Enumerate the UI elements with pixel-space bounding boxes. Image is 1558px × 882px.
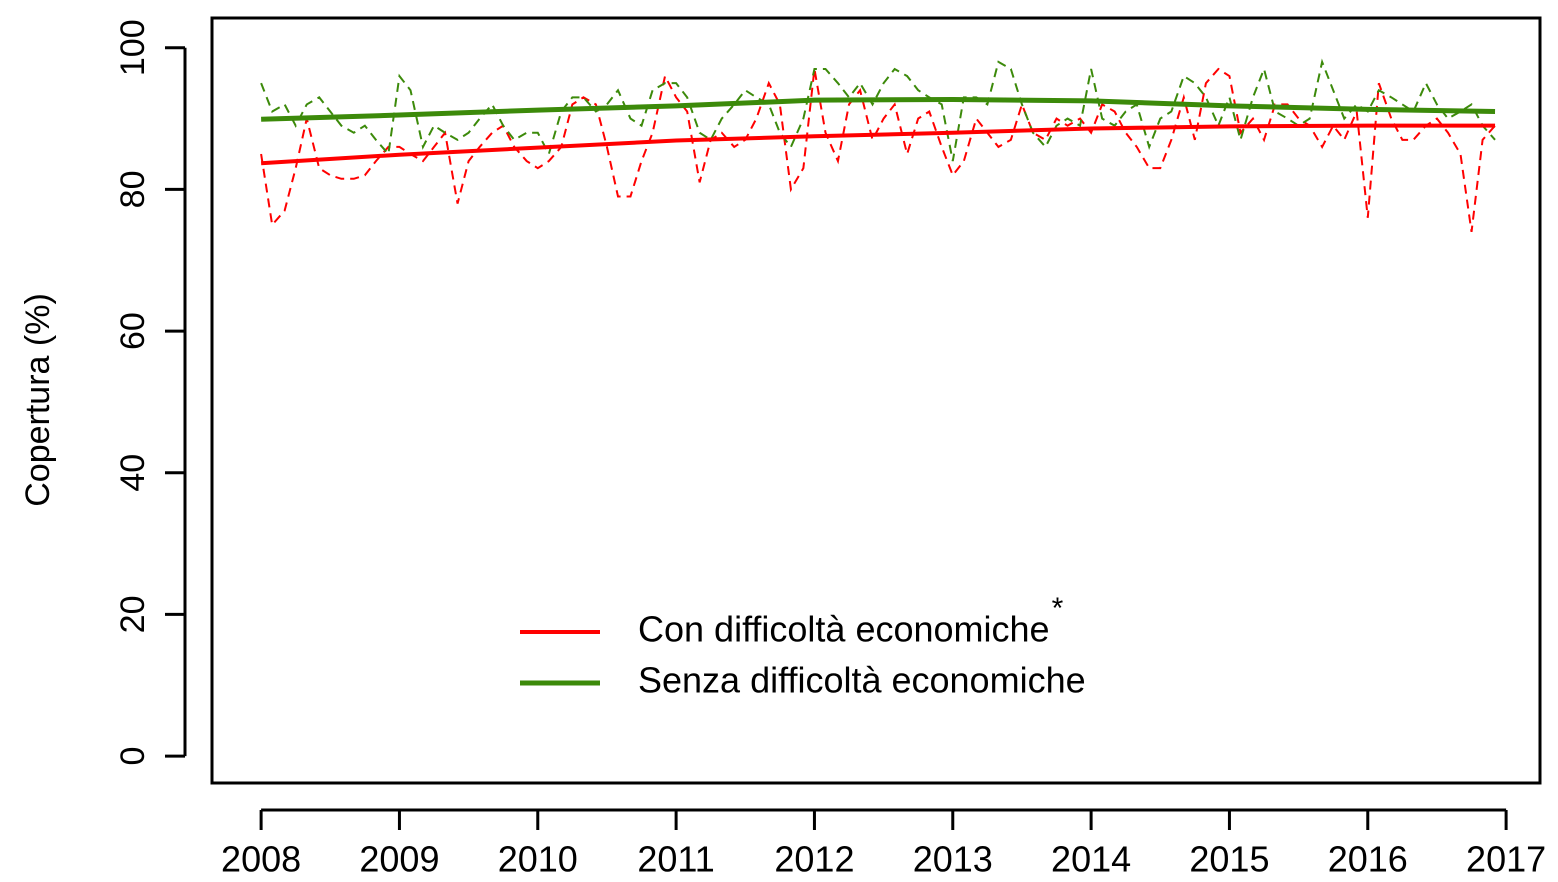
x-tick-label: 2015 [1189,839,1269,880]
x-tick-label: 2016 [1328,839,1408,880]
y-tick-label: 20 [114,596,152,634]
x-tick-label: 2008 [221,839,301,880]
x-tick-label: 2017 [1466,839,1546,880]
y-axis-label: Copertura (%) [19,293,57,507]
x-tick-label: 2012 [774,839,854,880]
monthly-line [260,67,1496,233]
plot-frame [210,16,1542,785]
x-tick-label: 2013 [913,839,993,880]
trend-line [261,96,1496,122]
x-tick-label: 2010 [498,839,578,880]
trend-line [260,123,1496,166]
monthly-line [260,58,1496,162]
y-tick-label: 0 [114,747,152,766]
x-tick-label: 2009 [359,839,439,880]
y-tick-label: 60 [114,312,152,350]
y-tick-label: 100 [114,19,152,76]
y-tick-label: 80 [114,171,152,209]
legend-label: Con difficoltà economiche [638,609,1050,650]
x-tick-label: 2014 [1051,839,1131,880]
legend-note: * [1052,592,1064,625]
y-tick-label: 40 [114,454,152,492]
legend-label: Senza difficoltà economiche [638,660,1086,701]
x-tick-label: 2011 [637,839,714,880]
